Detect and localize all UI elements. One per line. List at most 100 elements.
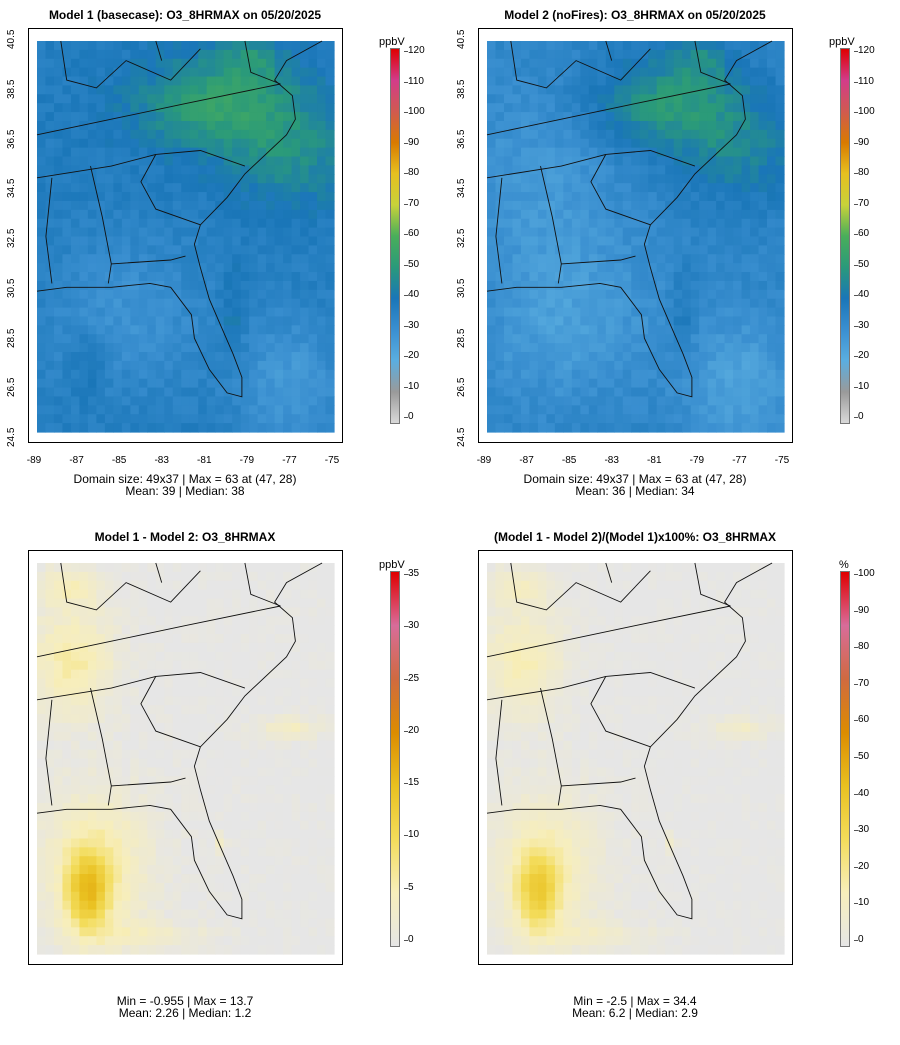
grid-cell [495, 76, 505, 87]
grid-cell [62, 414, 72, 424]
grid-cell [45, 423, 55, 433]
grid-cell [503, 209, 514, 220]
grid-cell [503, 598, 514, 609]
grid-cell [96, 174, 106, 184]
grid-cell [87, 651, 97, 662]
grid-cell [512, 414, 522, 424]
grid-cell [554, 183, 564, 193]
grid-cell [563, 334, 573, 344]
grid-cell [622, 58, 632, 69]
grid-cell [121, 58, 131, 69]
grid-cell [665, 67, 675, 78]
grid-cell [648, 387, 658, 398]
grid-cell [512, 378, 522, 389]
grid-cell [563, 607, 573, 617]
grid-cell [121, 94, 131, 104]
grid-cell [164, 776, 174, 786]
grid-cell [37, 936, 47, 946]
grid-cell [699, 298, 709, 309]
grid-cell [240, 945, 250, 955]
grid-cell [529, 138, 539, 149]
grid-cell [588, 405, 598, 415]
grid-cell [45, 625, 55, 635]
grid-cell [741, 598, 751, 609]
grid-cell [308, 669, 318, 680]
grid-cell [172, 891, 182, 902]
grid-cell [79, 272, 89, 282]
grid-cell [716, 387, 726, 398]
grid-cell [631, 209, 641, 220]
grid-cell [716, 41, 726, 51]
grid-cell [240, 678, 250, 689]
grid-cell [699, 103, 709, 113]
grid-cell [79, 651, 89, 662]
grid-cell [690, 58, 700, 69]
grid-cell [546, 298, 556, 309]
grid-cell [317, 103, 327, 113]
grid-cell [70, 856, 81, 866]
grid-cell [266, 360, 276, 371]
grid-cell [232, 129, 242, 140]
grid-cell [283, 634, 293, 644]
grid-cell [274, 918, 284, 928]
grid-cell [257, 200, 267, 211]
grid-cell [266, 343, 276, 353]
grid-cell [563, 165, 573, 175]
colorbar-tick-label: 80 [853, 167, 870, 178]
grid-cell [113, 678, 123, 689]
grid-cell [767, 423, 777, 433]
grid-cell [648, 94, 658, 104]
grid-cell [597, 316, 607, 326]
grid-cell [554, 192, 564, 202]
grid-cell [198, 156, 208, 167]
grid-cell [215, 927, 225, 937]
grid-cell [79, 900, 89, 911]
grid-cell [631, 563, 641, 573]
grid-cell [571, 423, 581, 433]
grid-cell [249, 272, 259, 282]
grid-cell [300, 254, 310, 264]
grid-cell [673, 103, 683, 113]
grid-cell [266, 183, 276, 193]
grid-cell [274, 740, 284, 751]
grid-cell [121, 289, 131, 300]
grid-cell [308, 94, 318, 104]
grid-cell [113, 598, 123, 609]
grid-cell [775, 67, 785, 78]
grid-cell [571, 263, 581, 273]
grid-cell [147, 936, 157, 946]
grid-cell [571, 138, 581, 149]
grid-cell [690, 352, 700, 362]
grid-cell [138, 936, 148, 946]
grid-cell [104, 589, 114, 600]
grid-cell [104, 378, 114, 389]
grid-cell [198, 918, 208, 928]
grid-cell [563, 360, 573, 371]
grid-cell [750, 598, 760, 609]
grid-cell [733, 94, 743, 104]
grid-cell [554, 218, 564, 229]
grid-cell [206, 678, 216, 689]
grid-cell [495, 387, 505, 398]
grid-cell [512, 58, 522, 69]
grid-cell [189, 927, 199, 937]
grid-cell [257, 811, 267, 822]
grid-cell [96, 678, 106, 689]
grid-cell [257, 589, 267, 600]
grid-cell [79, 200, 89, 211]
grid-cell [181, 396, 191, 406]
grid-cell [79, 945, 89, 955]
grid-cell [62, 740, 72, 751]
colorbar-tick-label: 20 [853, 350, 870, 361]
grid-cell [223, 405, 233, 415]
grid-cell [96, 865, 106, 875]
grid-cell [605, 423, 615, 433]
grid-cell [291, 607, 301, 617]
grid-cell [87, 41, 97, 51]
grid-cell [249, 936, 259, 946]
grid-cell [249, 767, 259, 777]
grid-cell [487, 563, 497, 573]
grid-cell [283, 414, 293, 424]
grid-cell [138, 820, 148, 831]
grid-cell [563, 94, 573, 104]
